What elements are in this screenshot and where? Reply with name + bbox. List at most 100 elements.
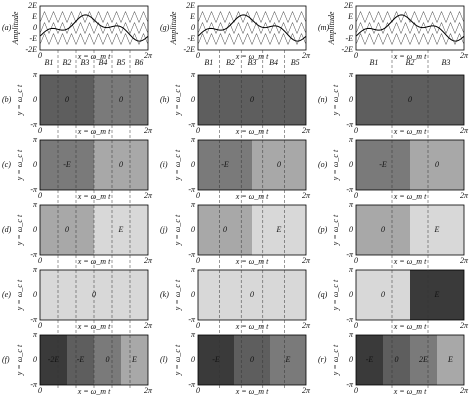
y-tick-label: π bbox=[349, 135, 354, 144]
x-tick-label: 0 bbox=[38, 386, 42, 395]
y-tick-label: π bbox=[33, 135, 38, 144]
y-tick-label: 0 bbox=[349, 355, 353, 364]
region-label: 0 bbox=[65, 225, 69, 234]
y-axis-label: Amplitude bbox=[11, 11, 20, 45]
x-tick-label: 2π bbox=[144, 51, 153, 60]
x-tick-label: 2π bbox=[144, 126, 153, 135]
contour-region bbox=[198, 75, 306, 125]
region-label: 0 bbox=[250, 290, 254, 299]
y-tick-label: 2E bbox=[28, 1, 37, 10]
boundary-label: B1 bbox=[204, 58, 213, 67]
x-tick-label: 2π bbox=[302, 51, 311, 60]
plot-frame bbox=[197, 74, 307, 126]
plot-frame bbox=[197, 269, 307, 321]
y-tick-label: 2E bbox=[344, 1, 353, 10]
y-tick-label: 0 bbox=[33, 160, 37, 169]
plot-frame bbox=[355, 204, 465, 256]
y-tick-label: 0 bbox=[33, 95, 37, 104]
contour-region bbox=[67, 335, 94, 385]
y-tick-label: -π bbox=[346, 120, 354, 129]
y-tick-label: -π bbox=[30, 250, 38, 259]
carrier-wave bbox=[197, 21, 307, 35]
x-tick-label: 2π bbox=[302, 386, 311, 395]
region-label: E bbox=[434, 290, 440, 299]
panel-label: (c) bbox=[2, 160, 11, 169]
contour-region bbox=[356, 335, 383, 385]
y-axis-label: y = ω_c t bbox=[173, 214, 182, 246]
contour-region bbox=[252, 205, 306, 255]
region-label: 0 bbox=[435, 160, 439, 169]
x-tick-label: 2π bbox=[302, 126, 311, 135]
carrier-wave bbox=[39, 10, 149, 24]
plot-frame bbox=[39, 5, 149, 51]
y-tick-label: -E bbox=[29, 34, 37, 43]
x-tick-label: 2π bbox=[460, 321, 469, 330]
x-axis-label: x = ω_m t bbox=[393, 127, 427, 136]
region-label: -E bbox=[77, 355, 85, 364]
y-axis-label: y = ω_c t bbox=[15, 84, 24, 116]
y-axis-label: y = ω_c t bbox=[331, 279, 340, 311]
contour-region bbox=[410, 205, 464, 255]
carrier-wave bbox=[355, 32, 465, 46]
contour-region bbox=[356, 140, 410, 190]
y-axis-label: y = ω_c t bbox=[331, 84, 340, 116]
x-tick-label: 0 bbox=[354, 386, 358, 395]
y-axis-label: Amplitude bbox=[169, 11, 178, 45]
y-tick-label: -π bbox=[188, 380, 196, 389]
contour-region bbox=[40, 335, 67, 385]
panel-label: (f) bbox=[2, 355, 10, 364]
plot-frame bbox=[197, 139, 307, 191]
panel-label: (l) bbox=[160, 355, 168, 364]
y-axis-label: y = ω_c t bbox=[173, 149, 182, 181]
plot-frame bbox=[355, 139, 465, 191]
y-tick-label: -2E bbox=[341, 45, 353, 54]
x-tick-label: 2π bbox=[302, 191, 311, 200]
y-tick-label: π bbox=[349, 330, 354, 339]
contour-region bbox=[40, 75, 94, 125]
x-tick-label: 0 bbox=[354, 321, 358, 330]
carrier-wave bbox=[197, 32, 307, 46]
panel-label: (n) bbox=[318, 95, 328, 104]
y-tick-label: -π bbox=[30, 185, 38, 194]
panel-label: (p) bbox=[318, 225, 328, 234]
y-tick-label: -π bbox=[346, 315, 354, 324]
contour-region bbox=[198, 270, 306, 320]
y-axis-label: y = ω_c t bbox=[15, 344, 24, 376]
x-axis-label: x = ω_m t bbox=[235, 127, 269, 136]
carrier-wave bbox=[355, 21, 465, 35]
contour-region bbox=[410, 140, 464, 190]
y-tick-label: 0 bbox=[191, 355, 195, 364]
contour-region bbox=[437, 335, 464, 385]
panel-label: (k) bbox=[160, 290, 169, 299]
region-label: 0 bbox=[381, 290, 385, 299]
contour-region bbox=[198, 140, 252, 190]
contour-region bbox=[356, 75, 464, 125]
y-tick-label: π bbox=[191, 330, 196, 339]
region-label: 2E bbox=[419, 355, 428, 364]
x-axis-label: x = ω_m t bbox=[235, 257, 269, 266]
y-tick-label: 0 bbox=[349, 290, 353, 299]
x-tick-label: 0 bbox=[196, 191, 200, 200]
x-axis-label: x = ω_m t bbox=[393, 387, 427, 396]
contour-region bbox=[270, 335, 306, 385]
region-label: 0 bbox=[119, 95, 123, 104]
x-axis-label: x = ω_m t bbox=[393, 52, 427, 61]
contour-region bbox=[94, 140, 148, 190]
y-tick-label: π bbox=[191, 135, 196, 144]
x-tick-label: 0 bbox=[354, 256, 358, 265]
boundary-label: B1 bbox=[370, 58, 379, 67]
x-tick-label: 0 bbox=[38, 51, 42, 60]
region-label: 0 bbox=[250, 355, 254, 364]
y-tick-label: -π bbox=[346, 250, 354, 259]
x-tick-label: 0 bbox=[354, 191, 358, 200]
y-tick-label: 2E bbox=[186, 1, 195, 10]
x-tick-label: 2π bbox=[144, 256, 153, 265]
contour-region bbox=[94, 205, 148, 255]
y-tick-label: 0 bbox=[349, 95, 353, 104]
reference-wave bbox=[355, 14, 465, 42]
region-label: 0 bbox=[395, 355, 399, 364]
panel-label: (b) bbox=[2, 95, 12, 104]
x-tick-label: 2π bbox=[302, 321, 311, 330]
boundary-label: B3 bbox=[81, 58, 90, 67]
